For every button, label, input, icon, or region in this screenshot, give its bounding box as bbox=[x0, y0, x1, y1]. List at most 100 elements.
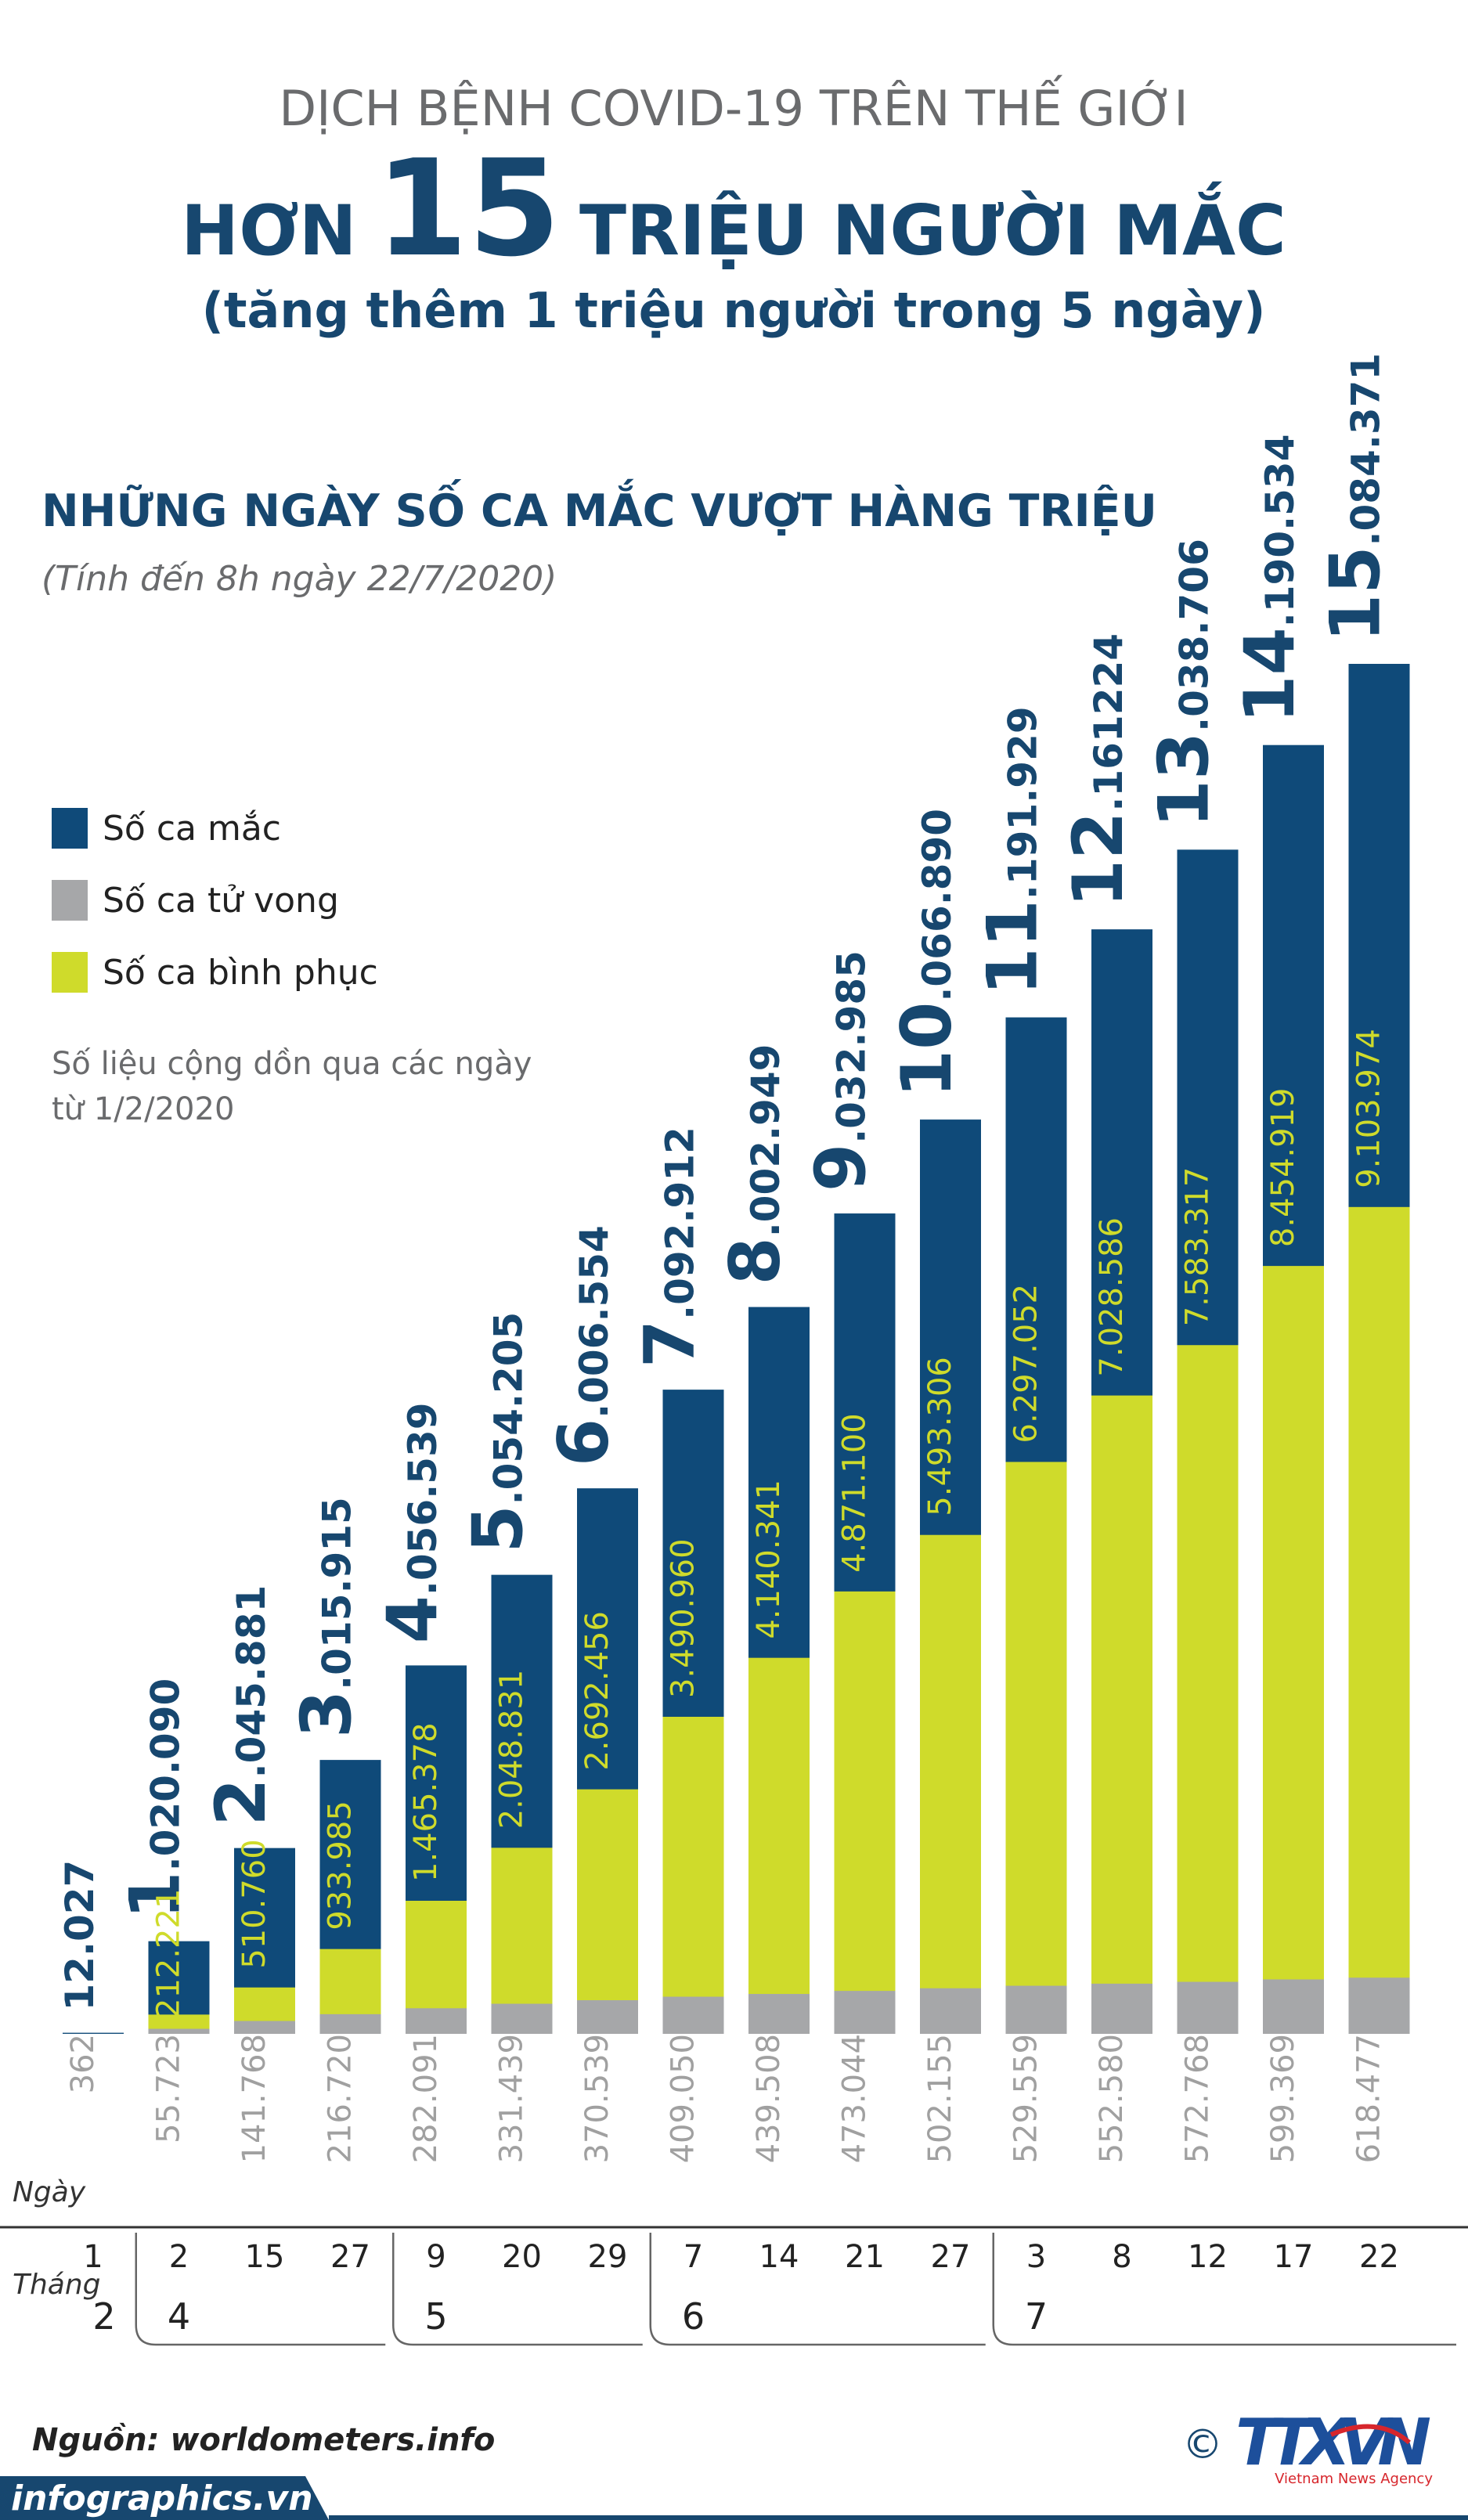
value-label: 282.091 bbox=[408, 2034, 444, 2163]
legend-swatch bbox=[52, 952, 88, 993]
logo: TTXVN bbox=[1235, 2406, 1431, 2480]
value-label: 15.084.371 bbox=[1315, 353, 1396, 642]
bar bbox=[406, 2008, 467, 2034]
x-tick-label: 22 bbox=[1359, 2239, 1399, 2275]
value-label: 331.439 bbox=[494, 2034, 530, 2163]
value-label: 572.768 bbox=[1180, 2034, 1216, 2163]
bar bbox=[1005, 1462, 1067, 2034]
month-label: Tháng bbox=[13, 2269, 101, 2301]
value-label: 8.002.949 bbox=[715, 1044, 795, 1285]
value-label: 4.140.341 bbox=[751, 1480, 787, 1639]
value-label: 3.015.915 bbox=[287, 1497, 367, 1738]
value-label: 6.006.554 bbox=[543, 1225, 624, 1466]
bar bbox=[577, 2000, 638, 2034]
x-tick-label: 15 bbox=[245, 2239, 285, 2275]
bar bbox=[834, 1591, 896, 2034]
bar bbox=[748, 1994, 810, 2034]
main-title: HƠN 15 TRIỆU NGƯỜI MẮC bbox=[181, 132, 1286, 287]
value-label: 7.583.317 bbox=[1180, 1167, 1216, 1327]
bar bbox=[1263, 1979, 1324, 2034]
x-tick-label: 29 bbox=[588, 2239, 628, 2275]
value-label: 141.768 bbox=[236, 2034, 272, 2163]
value-label: 216.720 bbox=[323, 2034, 359, 2163]
source: Nguồn: worldometers.info bbox=[32, 2422, 495, 2458]
month-tick-label: 7 bbox=[1025, 2295, 1048, 2338]
x-label: Ngày bbox=[13, 2176, 86, 2208]
bar bbox=[63, 2032, 124, 2034]
value-label: 1.020.090 bbox=[115, 1678, 196, 1920]
value-label: 502.155 bbox=[922, 2034, 958, 2163]
bar bbox=[834, 1991, 896, 2034]
section-title: NHỮNG NGÀY SỐ CA MẮC VƯỢT HÀNG TRIỆU bbox=[41, 478, 1157, 537]
bar bbox=[1091, 1395, 1152, 2034]
value-label: 552.580 bbox=[1094, 2034, 1130, 2163]
bar bbox=[491, 1848, 553, 2034]
x-tick-label: 12 bbox=[1188, 2239, 1228, 2275]
value-label: 13.038.706 bbox=[1144, 539, 1225, 827]
month-tick-label: 5 bbox=[424, 2295, 447, 2338]
value-label: 599.369 bbox=[1265, 2034, 1301, 2163]
bar bbox=[1005, 1985, 1067, 2034]
value-label: 3.490.960 bbox=[665, 1538, 702, 1698]
value-label: 9.103.974 bbox=[1351, 1029, 1387, 1188]
x-tick-label: 7 bbox=[684, 2239, 703, 2275]
bar bbox=[748, 1657, 810, 2034]
x-tick-label: 9 bbox=[426, 2239, 445, 2275]
x-tick-label: 27 bbox=[931, 2239, 971, 2275]
legend-swatch bbox=[52, 808, 88, 849]
value-label: 7.028.586 bbox=[1094, 1217, 1130, 1377]
bar bbox=[577, 1789, 638, 2034]
month-bracket bbox=[992, 2233, 1456, 2346]
x-tick-label: 3 bbox=[1026, 2239, 1046, 2275]
value-label: 14.190.534 bbox=[1229, 434, 1310, 723]
value-label: 370.539 bbox=[579, 2034, 615, 2163]
value-label: 933.985 bbox=[323, 1801, 359, 1930]
value-label: 510.760 bbox=[236, 1839, 272, 1968]
value-label: 529.559 bbox=[1008, 2034, 1044, 2163]
bar bbox=[148, 2028, 210, 2034]
value-label: 2.692.456 bbox=[579, 1611, 615, 1771]
legend-swatch bbox=[52, 880, 88, 921]
title-pre: HƠN bbox=[181, 190, 356, 271]
value-label: 618.477 bbox=[1351, 2034, 1387, 2163]
x-tick-label: 21 bbox=[845, 2239, 885, 2275]
bar bbox=[1348, 1977, 1410, 2034]
bar bbox=[1177, 1981, 1239, 2034]
bar bbox=[234, 2021, 295, 2034]
bar bbox=[920, 1534, 981, 2034]
value-label: 5.054.205 bbox=[458, 1312, 539, 1553]
value-label: 11.191.929 bbox=[972, 706, 1053, 995]
logo-swoosh bbox=[1329, 2424, 1411, 2445]
bar bbox=[319, 2013, 381, 2034]
legend-label: Số ca bình phục bbox=[103, 953, 378, 993]
bar bbox=[1177, 1345, 1239, 2034]
value-label: 8.454.919 bbox=[1265, 1088, 1301, 1248]
x-tick-label: 17 bbox=[1274, 2239, 1314, 2275]
value-label: 2.048.831 bbox=[494, 1670, 530, 1830]
bar bbox=[491, 2003, 553, 2034]
value-label: 1.465.378 bbox=[408, 1722, 444, 1882]
value-label: 362 bbox=[65, 2034, 101, 2093]
month-bracket bbox=[649, 2233, 986, 2346]
bar bbox=[1348, 1206, 1410, 2034]
value-label: 4.056.539 bbox=[372, 1402, 453, 1643]
as-of-note: (Tính đến 8h ngày 22/7/2020) bbox=[41, 559, 557, 599]
bar bbox=[1091, 1983, 1152, 2034]
value-label: 12.027 bbox=[57, 1860, 103, 2011]
footer-line bbox=[329, 2515, 1468, 2520]
value-label: 439.508 bbox=[751, 2034, 787, 2163]
month-tick-label: 6 bbox=[682, 2295, 705, 2338]
note-line: Số liệu cộng dồn qua các ngày bbox=[52, 1046, 532, 1082]
legend-label: Số ca tử vong bbox=[103, 881, 339, 921]
logo-tagline: Vietnam News Agency bbox=[1275, 2471, 1433, 2487]
value-label: 4.871.100 bbox=[837, 1413, 873, 1573]
value-label: 6.297.052 bbox=[1008, 1284, 1044, 1444]
bar bbox=[920, 1988, 981, 2034]
site: infographics.vn bbox=[11, 2479, 313, 2518]
x-tick-label: 1 bbox=[83, 2239, 103, 2275]
month-tick-label: 2 bbox=[92, 2295, 115, 2338]
footer-band bbox=[0, 2476, 329, 2520]
copyright: © bbox=[1182, 2421, 1223, 2468]
value-label: 5.493.306 bbox=[922, 1357, 958, 1516]
subtitle: (tăng thêm 1 triệu người trong 5 ngày) bbox=[202, 282, 1266, 339]
